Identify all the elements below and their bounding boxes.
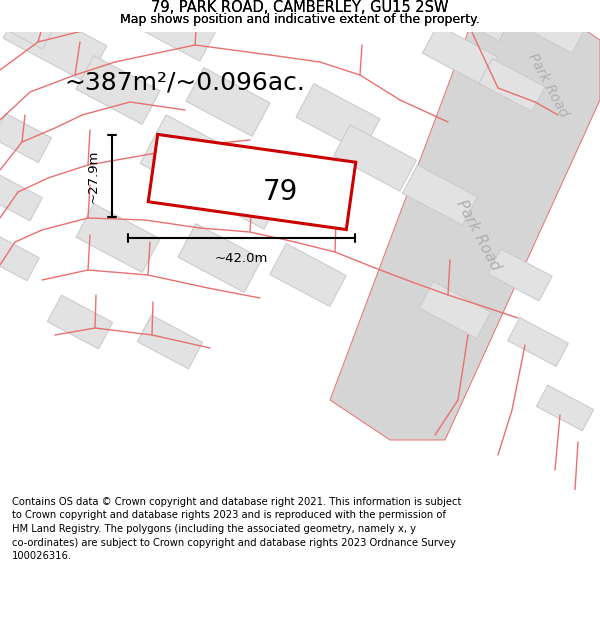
Polygon shape: [134, 0, 217, 61]
Polygon shape: [137, 315, 203, 369]
Polygon shape: [178, 224, 262, 292]
Polygon shape: [0, 235, 39, 281]
Polygon shape: [7, 11, 53, 49]
Text: Park Road: Park Road: [453, 198, 503, 272]
Polygon shape: [448, 0, 512, 41]
Polygon shape: [76, 56, 160, 124]
Polygon shape: [508, 318, 568, 366]
Text: 79: 79: [262, 178, 298, 206]
Polygon shape: [422, 25, 497, 85]
Polygon shape: [3, 1, 107, 83]
Text: ~27.9m: ~27.9m: [87, 149, 100, 202]
Polygon shape: [330, 0, 600, 440]
Text: ~387m²/~0.096ac.: ~387m²/~0.096ac.: [65, 70, 305, 94]
Polygon shape: [47, 295, 113, 349]
Polygon shape: [270, 244, 346, 306]
Polygon shape: [479, 59, 545, 111]
Polygon shape: [186, 68, 270, 136]
Text: ~42.0m: ~42.0m: [215, 252, 268, 265]
Text: 79, PARK ROAD, CAMBERLEY, GU15 2SW: 79, PARK ROAD, CAMBERLEY, GU15 2SW: [151, 0, 449, 14]
Polygon shape: [76, 204, 160, 272]
Polygon shape: [403, 165, 478, 225]
Polygon shape: [296, 84, 380, 152]
Polygon shape: [488, 249, 552, 301]
Text: 79, PARK ROAD, CAMBERLEY, GU15 2SW: 79, PARK ROAD, CAMBERLEY, GU15 2SW: [151, 0, 449, 14]
Polygon shape: [140, 115, 290, 229]
Bar: [0, 0, 600, 32]
Polygon shape: [0, 175, 42, 221]
Polygon shape: [148, 134, 356, 229]
Text: Contains OS data © Crown copyright and database right 2021. This information is : Contains OS data © Crown copyright and d…: [12, 497, 461, 561]
Text: Map shows position and indicative extent of the property.: Map shows position and indicative extent…: [120, 14, 480, 26]
Polygon shape: [0, 113, 52, 162]
Text: Map shows position and indicative extent of the property.: Map shows position and indicative extent…: [120, 14, 480, 26]
Polygon shape: [526, 7, 584, 53]
Text: Park Road: Park Road: [525, 51, 571, 119]
Polygon shape: [419, 281, 491, 339]
Polygon shape: [536, 385, 593, 431]
Polygon shape: [334, 125, 416, 191]
